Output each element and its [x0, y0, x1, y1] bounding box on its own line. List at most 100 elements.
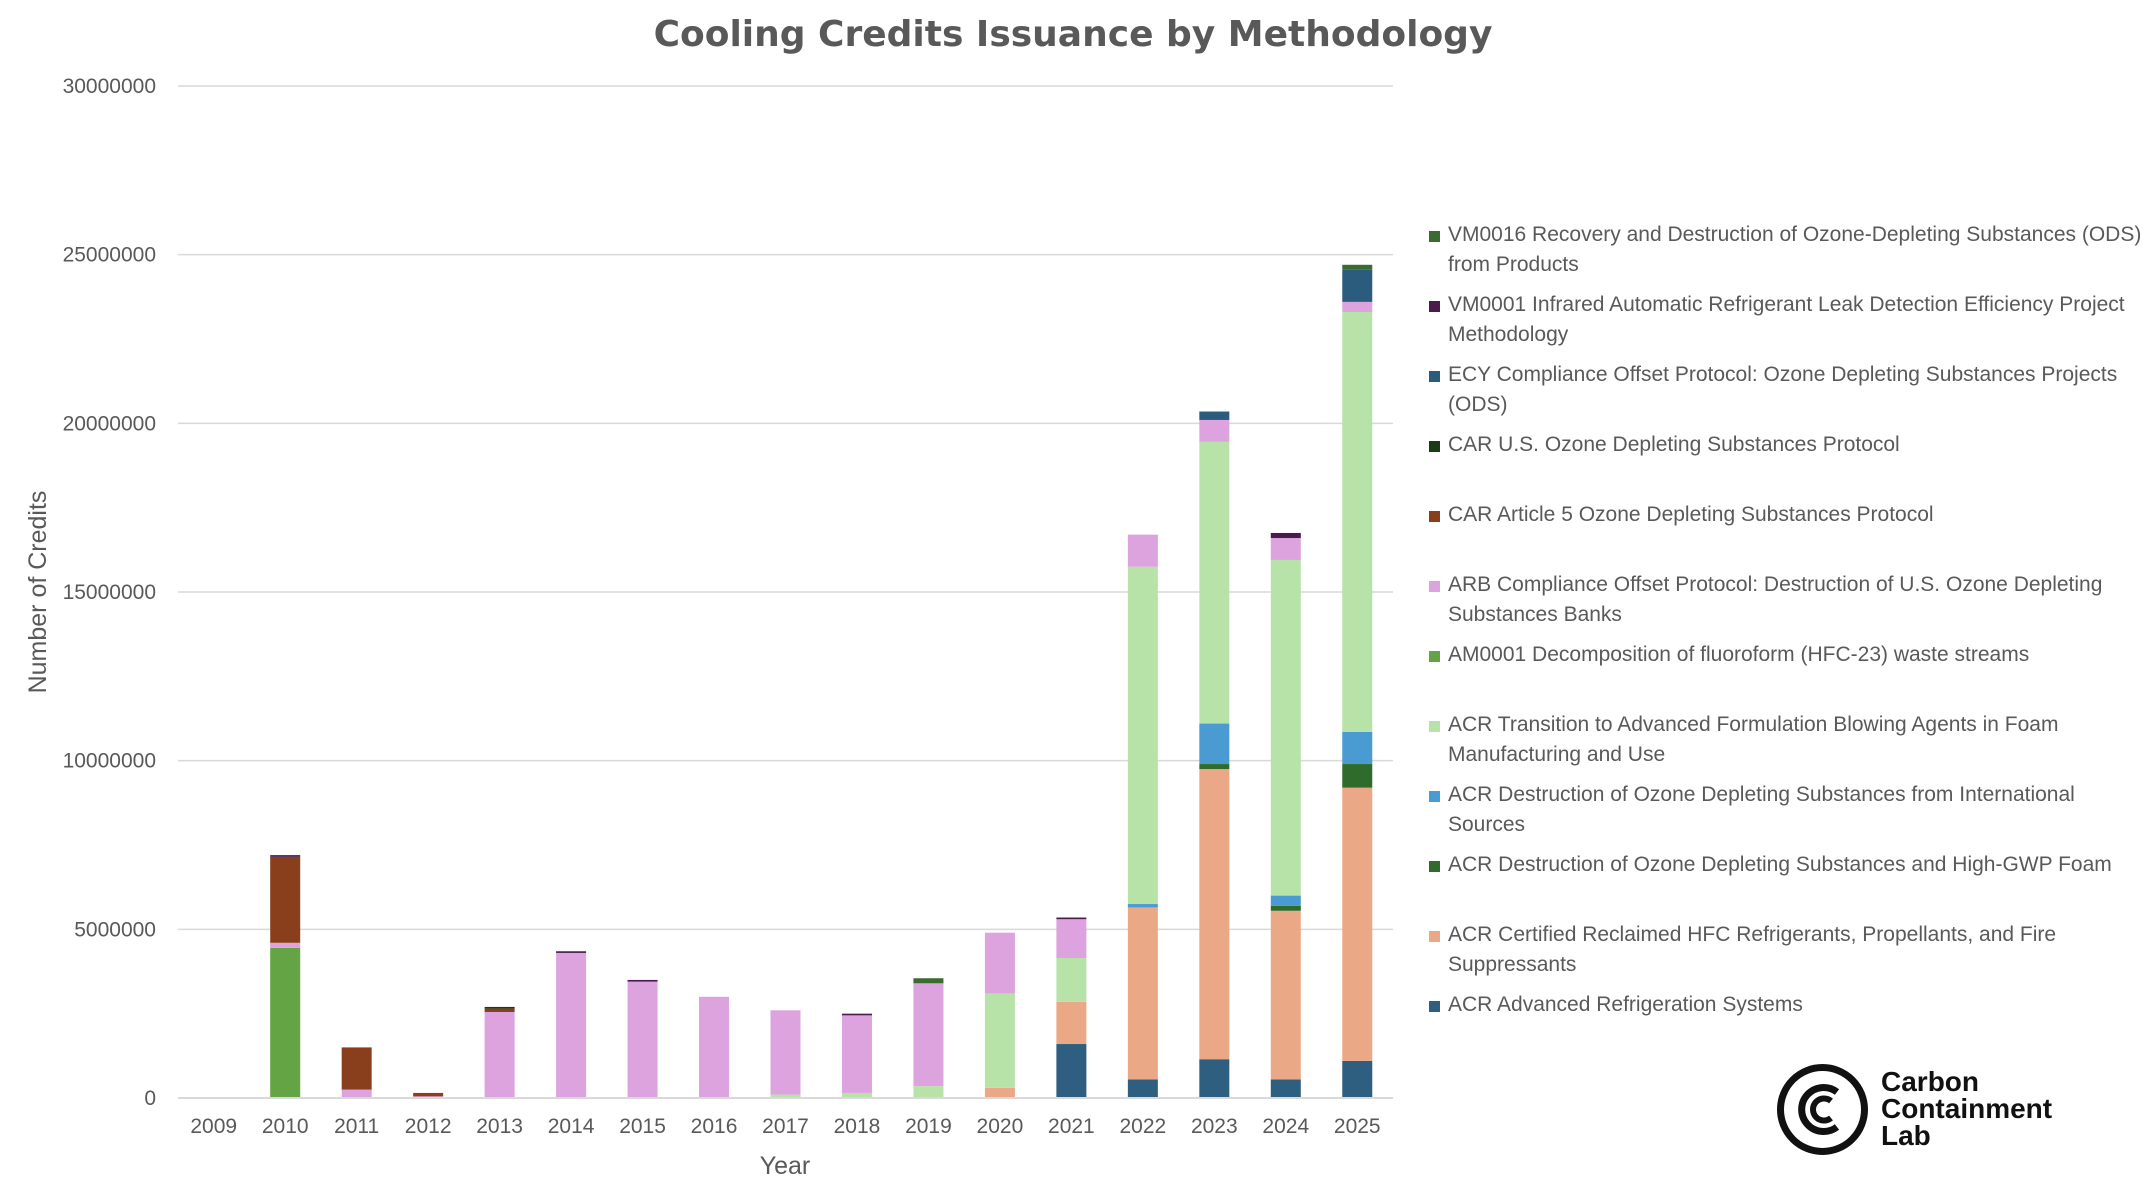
x-tick-label: 2020 [977, 1115, 1024, 1138]
bar-segment [841, 1013, 872, 1016]
legend-item: ACR Advanced Refrigeration Systems [1423, 990, 2143, 1060]
y-tick-label: 30000000 [63, 75, 156, 98]
x-tick-label: 2009 [190, 1115, 237, 1138]
y-tick-label: 5000000 [74, 918, 156, 941]
x-tick-label: 2010 [262, 1115, 309, 1138]
legend-item: ACR Certified Reclaimed HFC Refrigerants… [1423, 920, 2143, 990]
legend-label: AM0001 Decomposition of fluoroform (HFC-… [1448, 643, 2030, 666]
bar-segment [1199, 764, 1230, 770]
y-axis-label: Number of Credits [24, 491, 52, 694]
logo-line-1: Carbon [1881, 1066, 1979, 1097]
legend-item: CAR Article 5 Ozone Depleting Substances… [1423, 500, 2143, 570]
legend-label: CAR U.S. Ozone Depleting Substances Prot… [1448, 433, 1900, 456]
gridlines [178, 85, 1393, 931]
bar-segment [484, 1006, 515, 1009]
bar-segment [1270, 538, 1301, 560]
bar-segment [1199, 441, 1230, 724]
legend-item: ACR Destruction of Ozone Depleting Subst… [1423, 780, 2143, 850]
bar-segment [341, 1047, 372, 1090]
bar-segment [1270, 910, 1301, 1080]
bar-segment [1270, 895, 1301, 906]
bar-segment [556, 952, 587, 1098]
logo-line-2: Containment [1881, 1093, 2053, 1124]
bar-segment [1270, 532, 1301, 539]
x-tick-label: 2021 [1048, 1115, 1095, 1138]
x-tick-label: 2019 [905, 1115, 952, 1138]
chart-title: Cooling Credits Issuance by Methodology [654, 14, 1493, 55]
bar-segment [1127, 904, 1158, 908]
legend-swatch [1429, 1001, 1440, 1012]
logo-line-3: Lab [1881, 1120, 1931, 1151]
legend-swatch [1429, 721, 1440, 732]
bar-segment [1270, 559, 1301, 896]
logo-mark-icon [1777, 1064, 1868, 1155]
bar-segment [627, 981, 658, 1098]
bar-segment [341, 1089, 372, 1098]
bar-segment [1127, 566, 1158, 905]
bars [270, 264, 1373, 1098]
bar-segment [1199, 1059, 1230, 1098]
bar-segment [413, 1092, 444, 1097]
x-axis-ticks: 2009 2010 2011 2012 2013 2014 2015 2016 2017 2018… [190, 1115, 1380, 1138]
bar-segment [1056, 917, 1087, 920]
bar-segment [1056, 919, 1087, 959]
legend-item: ACR Destruction of Ozone Depleting Subst… [1423, 850, 2143, 920]
bar-segment [270, 856, 301, 943]
bar-segment [1056, 958, 1087, 1002]
x-tick-label: 2013 [476, 1115, 523, 1138]
bar-segment [1342, 731, 1373, 765]
legend-label: ACR Destruction of Ozone Depleting Subst… [1448, 853, 2112, 876]
bar-segment [1056, 1044, 1087, 1098]
legend-item: VM0001 Infrared Automatic Refrigerant Le… [1423, 290, 2143, 360]
legend-swatch [1429, 861, 1440, 872]
x-tick-label: 2016 [691, 1115, 738, 1138]
bar-segment [770, 1094, 801, 1098]
x-tick-label: 2014 [548, 1115, 595, 1138]
x-tick-label: 2011 [334, 1115, 379, 1138]
bar-segment [1342, 301, 1373, 313]
bar-segment [913, 1086, 944, 1098]
bar-segment [770, 1010, 801, 1095]
bar-segment [484, 1011, 515, 1098]
legend-label: VM0001 Infrared Automatic Refrigerant Le… [1448, 293, 2125, 346]
bar-segment [913, 983, 944, 1087]
bar-segment [1199, 769, 1230, 1060]
bar-segment [1127, 534, 1158, 567]
legend-swatch [1429, 231, 1440, 242]
bar-segment [1127, 1079, 1158, 1098]
logo-text: Carbon Containment Lab [1881, 1066, 2053, 1151]
legend-swatch [1429, 371, 1440, 382]
legend-item: AM0001 Decomposition of fluoroform (HFC-… [1423, 640, 2143, 710]
bar-segment [1270, 1079, 1301, 1098]
legend: VM0016 Recovery and Destruction of Ozone… [1423, 220, 2143, 1060]
x-tick-label: 2025 [1334, 1115, 1381, 1138]
bar-segment [627, 979, 658, 982]
y-tick-label: 25000000 [63, 244, 156, 267]
x-tick-label: 2018 [834, 1115, 881, 1138]
x-tick-label: 2017 [762, 1115, 809, 1138]
bar-segment [1199, 723, 1230, 765]
y-tick-label: 20000000 [63, 412, 156, 435]
legend-label: ACR Advanced Refrigeration Systems [1448, 993, 1803, 1016]
legend-item: ACR Transition to Advanced Formulation B… [1423, 710, 2143, 780]
legend-label: ECY Compliance Offset Protocol: Ozone De… [1448, 363, 2118, 416]
bar-segment [1056, 1001, 1087, 1045]
legend-swatch [1429, 441, 1440, 452]
legend-item: ARB Compliance Offset Protocol: Destruct… [1423, 570, 2143, 640]
legend-swatch [1429, 651, 1440, 662]
x-tick-label: 2012 [405, 1115, 452, 1138]
bar-segment [270, 942, 301, 948]
x-axis-label: Year [760, 1152, 811, 1180]
legend-item: VM0016 Recovery and Destruction of Ozone… [1423, 220, 2143, 290]
bar-segment [913, 978, 944, 984]
bar-segment [1342, 312, 1373, 732]
legend-label: ARB Compliance Offset Protocol: Destruct… [1448, 573, 2103, 626]
x-tick-label: 2022 [1119, 1115, 1166, 1138]
bar-segment [841, 1015, 872, 1093]
legend-swatch [1429, 791, 1440, 802]
legend-swatch [1429, 301, 1440, 312]
y-axis-ticks: 0 5000000 10000000 15000000 20000000 25000000… [63, 75, 156, 1110]
y-tick-label: 15000000 [63, 581, 156, 604]
x-tick-label: 2023 [1191, 1115, 1238, 1138]
